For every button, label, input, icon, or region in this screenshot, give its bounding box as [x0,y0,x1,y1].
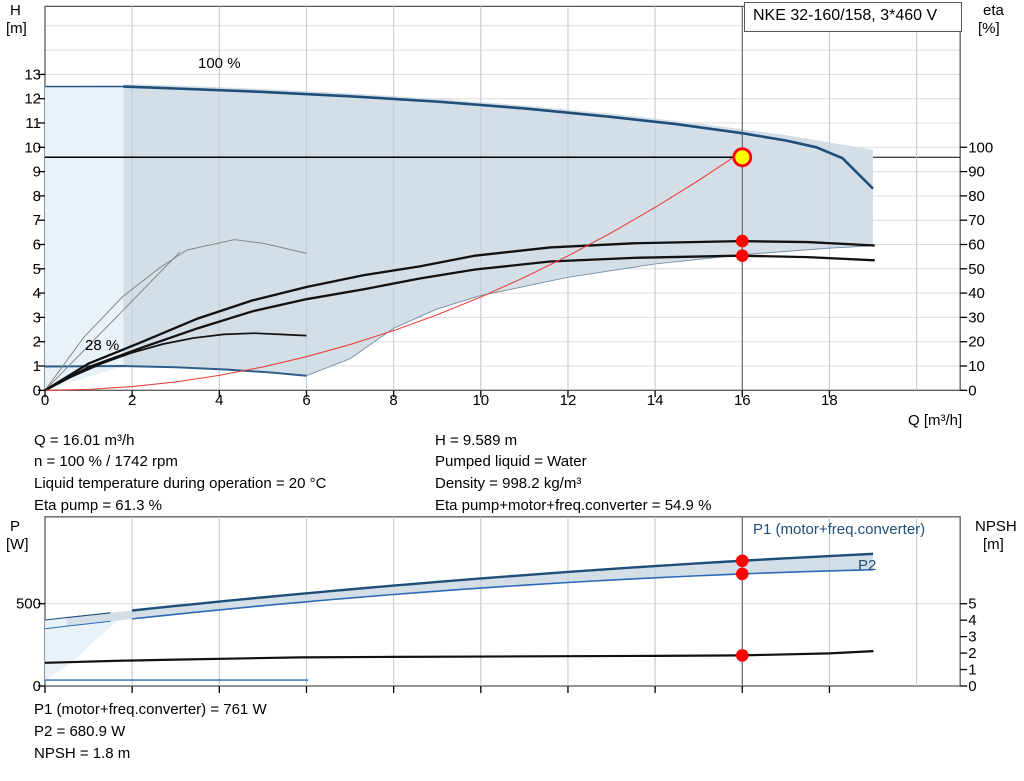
svg-text:2: 2 [968,645,976,662]
svg-text:60: 60 [968,237,985,254]
svg-text:3: 3 [968,629,976,646]
svg-text:40: 40 [968,285,985,302]
svg-text:0: 0 [968,678,976,695]
svg-text:20: 20 [968,334,985,351]
svg-text:0: 0 [968,382,976,399]
svg-text:70: 70 [968,212,985,229]
svg-text:10: 10 [968,358,985,375]
svg-text:4: 4 [968,612,976,629]
svg-text:80: 80 [968,188,985,205]
svg-text:5: 5 [968,596,976,613]
svg-text:30: 30 [968,309,985,326]
svg-text:100: 100 [968,139,993,156]
svg-text:1: 1 [968,662,976,679]
svg-text:50: 50 [968,261,985,278]
svg-text:90: 90 [968,164,985,181]
svg-text:500: 500 [16,596,41,613]
